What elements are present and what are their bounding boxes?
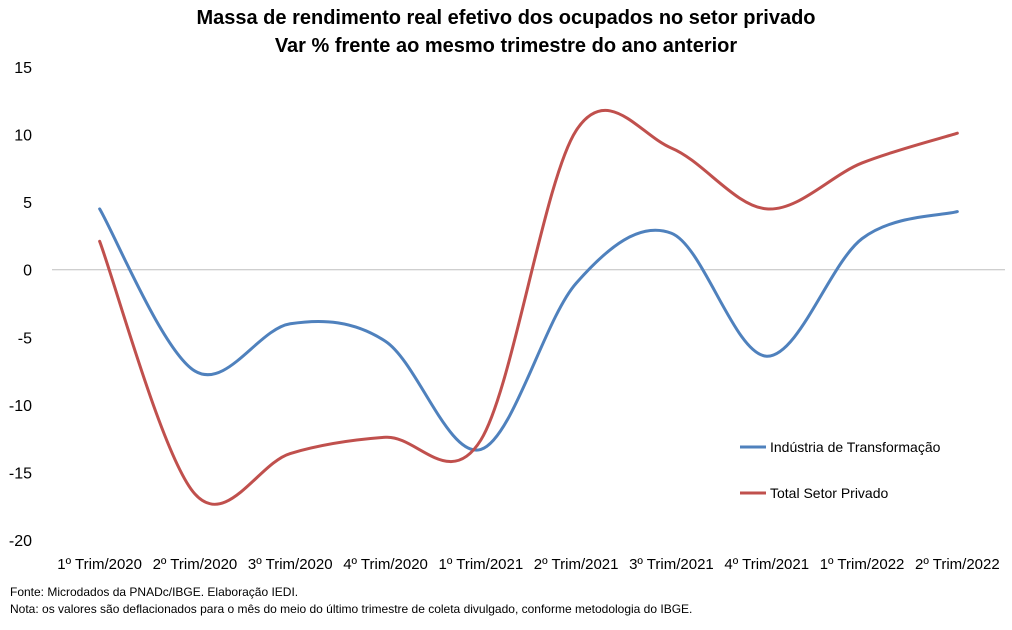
source-note: Fonte: Microdados da PNADc/IBGE. Elabora… — [10, 585, 299, 599]
data-point — [479, 438, 482, 441]
data-point — [956, 210, 959, 213]
data-point — [479, 448, 482, 451]
data-point — [861, 161, 864, 164]
data-point — [193, 370, 196, 373]
data-point — [765, 207, 768, 210]
methodology-note: Nota: os valores são deflacionados para … — [10, 602, 693, 616]
y-tick-label: 15 — [14, 60, 32, 77]
data-point — [861, 237, 864, 240]
x-tick-label: 1º Trim/2022 — [820, 556, 905, 573]
data-point — [289, 452, 292, 455]
y-tick-label: 0 — [23, 263, 32, 280]
y-tick-label: -10 — [9, 398, 32, 415]
chart-subtitle: Var % frente ao mesmo trimestre do ano a… — [274, 35, 738, 57]
legend: Indústria de Transformação Total Setor Pr… — [740, 439, 941, 501]
series-line-1 — [98, 207, 959, 452]
y-tick-label: 10 — [14, 128, 32, 145]
data-point — [765, 355, 768, 358]
series-line-2 — [98, 108, 959, 506]
data-point — [575, 129, 578, 132]
legend-label: Indústria de Transformação — [770, 439, 941, 455]
data-point — [956, 132, 959, 135]
x-tick-label: 1º Trim/2021 — [439, 556, 524, 573]
x-tick-label: 2º Trim/2022 — [915, 556, 1000, 573]
x-tick-label: 4º Trim/2021 — [724, 556, 809, 573]
x-tick-label: 3º Trim/2020 — [248, 556, 333, 573]
data-point — [384, 340, 387, 343]
x-tick-label: 2º Trim/2021 — [534, 556, 619, 573]
data-point — [98, 240, 101, 243]
x-axis: 1º Trim/2020 2º Trim/2020 3º Trim/2020 4º T… — [57, 556, 999, 573]
y-tick-label: -20 — [9, 533, 32, 550]
y-tick-label: -5 — [18, 330, 32, 347]
data-point — [670, 232, 673, 235]
data-point — [289, 322, 292, 325]
y-tick-label: 5 — [23, 195, 32, 212]
x-tick-label: 2º Trim/2020 — [153, 556, 238, 573]
data-point — [193, 493, 196, 496]
footnotes: Fonte: Microdados da PNADc/IBGE. Elabora… — [10, 584, 692, 618]
data-point — [670, 147, 673, 150]
data-point — [575, 282, 578, 285]
x-tick-label: 4º Trim/2020 — [343, 556, 428, 573]
series-layer — [98, 108, 959, 506]
data-point — [98, 207, 101, 210]
x-tick-label: 3º Trim/2021 — [629, 556, 714, 573]
legend-label: Total Setor Privado — [770, 485, 888, 501]
chart-title: Massa de rendimento real efetivo dos ocu… — [196, 7, 816, 29]
y-axis: 15 10 5 0 -5 -10 -15 -20 — [9, 60, 32, 550]
data-point — [384, 436, 387, 439]
y-tick-label: -15 — [9, 465, 32, 482]
x-tick-label: 1º Trim/2020 — [57, 556, 142, 573]
